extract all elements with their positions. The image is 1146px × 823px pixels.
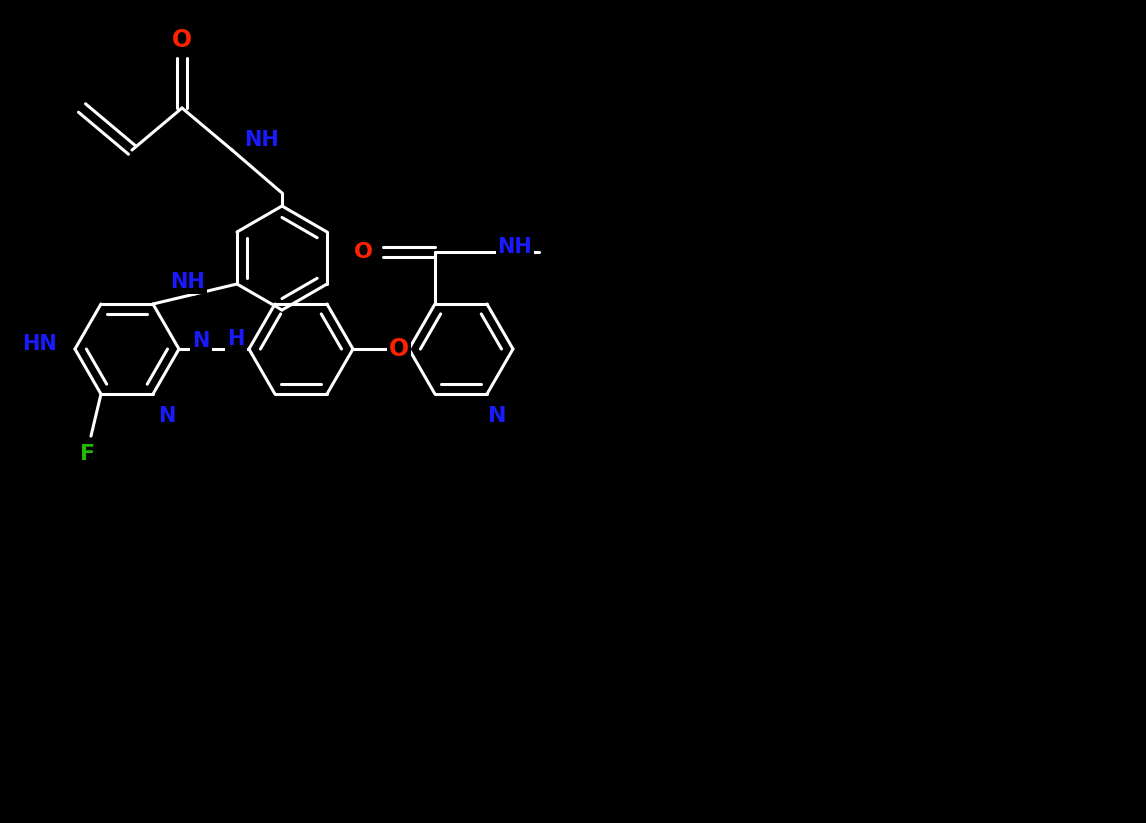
Text: N: N (488, 406, 507, 426)
Text: H: H (227, 329, 244, 349)
Text: HN: HN (23, 334, 57, 354)
Text: NH: NH (244, 130, 280, 150)
Text: N: N (193, 331, 210, 351)
Text: O: O (172, 28, 193, 52)
Text: N: N (158, 406, 175, 426)
Text: O: O (353, 242, 372, 262)
Text: O: O (388, 337, 409, 361)
Text: NH: NH (497, 237, 533, 257)
Text: F: F (80, 444, 95, 464)
Text: NH: NH (171, 272, 205, 292)
